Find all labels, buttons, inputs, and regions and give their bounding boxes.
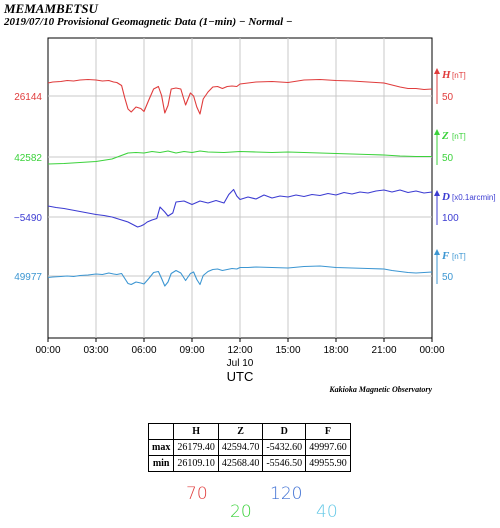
series-f-name: F (441, 250, 450, 262)
stats-max-z: 42594.70 (217, 439, 264, 456)
x-tick-label: 12:00 (227, 345, 252, 356)
series-f-line (47, 265, 433, 287)
series-z-line (47, 150, 432, 165)
stats-min-f: 49955.90 (305, 455, 351, 472)
series-f-reference-label: 49977 (14, 272, 42, 283)
series-d-reference-label: −5490 (14, 213, 43, 224)
x-tick-label: 21:00 (371, 345, 396, 356)
stats-max-f: 49997.60 (305, 439, 351, 456)
series-h-line (47, 78, 433, 115)
stats-max-h: 26179.40 (173, 439, 219, 456)
x-tick-label: 15:00 (275, 345, 300, 356)
stats-header-z: Z (217, 423, 264, 440)
date-label: Jul 10 (227, 358, 254, 369)
handwritten-note-h: 70 (186, 484, 208, 504)
stats-header-h: H (173, 423, 219, 440)
stats-row-min: min 26109.10 42568.40 -5546.50 49955.90 (147, 455, 351, 472)
x-tick-label: 18:00 (323, 345, 348, 356)
stats-table: H Z D F max 26179.40 42594.70 -5432.60 4… (147, 423, 351, 472)
stats-min-h: 26109.10 (173, 455, 219, 472)
stats-min-d: -5546.50 (262, 455, 307, 472)
series-d-line (47, 188, 433, 228)
series-h-scale-value: 50 (442, 92, 454, 103)
chart-subtitle: 2019/07/10 Provisional Geomagnetic Data … (4, 16, 293, 28)
series-z-unit: [nT] (452, 132, 466, 141)
station-title: MEMAMBETSU (4, 1, 98, 16)
stats-label-max: max (147, 439, 175, 456)
stats-label-min: min (147, 455, 175, 472)
stats-header-f: F (305, 423, 351, 440)
series-h-name: H (441, 69, 451, 81)
series-h-reference-label: 26144 (14, 92, 42, 103)
stats-header-d: D (262, 423, 307, 440)
handwritten-note-z: 20 (230, 502, 252, 522)
series-f-unit: [nT] (452, 252, 466, 261)
observatory-credit: Kakioka Magnetic Observatory (328, 385, 432, 394)
handwritten-note-d: 120 (270, 484, 303, 504)
stats-min-z: 42568.40 (217, 455, 264, 472)
series-z-arrow-icon (434, 129, 440, 135)
series-z-scale-value: 50 (442, 153, 454, 164)
x-axis-label: UTC (227, 369, 254, 384)
stats-max-d: -5432.60 (262, 439, 307, 456)
magnetogram-chart: 00:00 03:00 06:00 09:00 12:00 15:00 18:00 21:00… (14, 37, 496, 394)
series-d-name: D (441, 191, 450, 203)
series-d-unit: [x0.1arcmin] (452, 193, 496, 202)
x-tick-label: 06:00 (131, 345, 156, 356)
stats-corner (147, 423, 175, 440)
series-z-name: Z (441, 130, 449, 142)
series-f-arrow-icon (434, 249, 440, 255)
series-h-unit: [nT] (452, 71, 466, 80)
series-f-scale-value: 50 (442, 272, 454, 283)
series-d-scale-value: 100 (442, 213, 459, 224)
series-d-arrow-icon (434, 190, 440, 196)
x-tick-label: 00:00 (35, 345, 60, 356)
stats-row-max: max 26179.40 42594.70 -5432.60 49997.60 (147, 439, 351, 456)
series-h-arrow-icon (434, 68, 440, 74)
series-z-reference-label: 42582 (14, 153, 42, 164)
x-tick-label: 09:00 (179, 345, 204, 356)
x-tick-label: 03:00 (83, 345, 108, 356)
handwritten-note-f: 40 (316, 502, 338, 522)
x-tick-label: 00:00 (419, 345, 444, 356)
